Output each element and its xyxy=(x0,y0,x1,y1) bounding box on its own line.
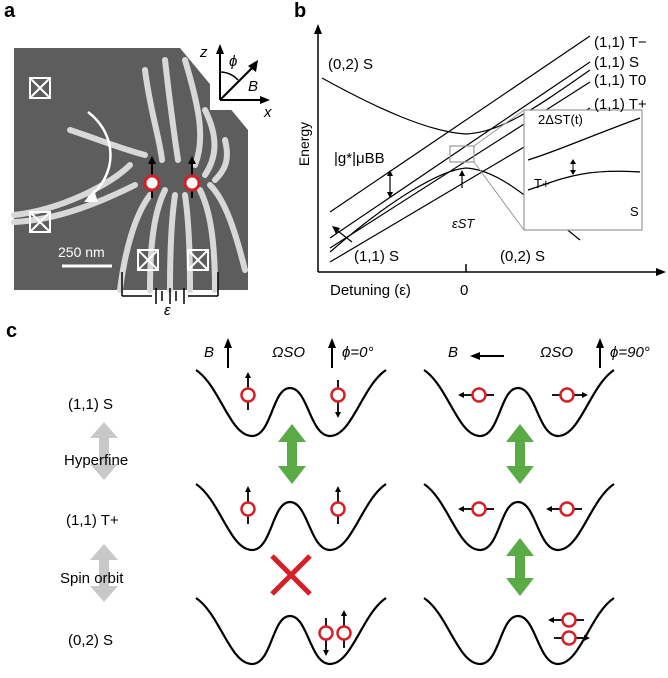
row-label-s11: (1,1) S xyxy=(68,396,114,413)
label-eps-st: εST xyxy=(452,216,475,231)
electron-s11-right xyxy=(458,387,588,403)
row-label-s02: (0,2) S xyxy=(68,632,114,649)
axis-x-label: x xyxy=(264,104,272,121)
panel-c-letter: c xyxy=(6,320,18,342)
axis-phi-label: ϕ xyxy=(229,53,238,70)
panel-b-letter: b xyxy=(294,0,307,22)
axis-z-label: z xyxy=(200,44,208,61)
left-header-omega: ΩSO xyxy=(272,344,306,361)
electron-tplus-left xyxy=(240,486,346,524)
energy-axis-label: Energy xyxy=(296,121,313,167)
bias-epsilon-label: ε xyxy=(164,302,171,319)
electron-tplus-right xyxy=(458,501,582,517)
label-zeeman: |g*|μBB xyxy=(334,150,385,167)
inset-tplus-label: T+ xyxy=(534,176,550,191)
green-transition-arrows xyxy=(278,424,534,596)
label-t0: (1,1) T0 xyxy=(594,72,647,89)
label-s02-bottom: (0,2) S xyxy=(500,248,546,265)
electron-s11-left xyxy=(240,372,346,418)
label-t-plus: (1,1) T+ xyxy=(594,96,647,113)
electron-s02-left xyxy=(318,610,352,656)
inset-s-label: S xyxy=(630,204,639,219)
spin-transitions-diagram xyxy=(90,338,615,666)
coupling-hyperfine: Hyperfine xyxy=(64,452,129,469)
right-header-omega: ΩSO xyxy=(540,344,574,361)
electron-s02-right xyxy=(548,612,590,646)
forbidden-transition-x xyxy=(270,554,312,596)
label-t-minus: (1,1) T− xyxy=(594,34,647,51)
left-header-b: B xyxy=(204,344,215,361)
scale-bar-label: 250 nm xyxy=(58,244,105,260)
label-s11-top: (1,1) S xyxy=(594,54,640,71)
label-s11-bottom: (1,1) S xyxy=(354,248,400,265)
left-header-phi: ϕ=0° xyxy=(342,344,374,361)
axis-b-label: B xyxy=(248,78,259,95)
dot-electrons xyxy=(143,156,201,198)
right-header-b: B xyxy=(448,344,459,361)
detuning-axis-label: Detuning (ε) xyxy=(330,282,411,299)
label-s02-top: (0,2) S xyxy=(328,56,374,73)
sem-image xyxy=(11,40,270,304)
energy-diagram xyxy=(314,24,666,276)
coupling-spin-orbit: Spin orbit xyxy=(60,570,124,587)
inset-gap-label: 2ΔST(t) xyxy=(538,112,583,127)
panel-a-letter: a xyxy=(4,0,16,22)
right-header-phi: ϕ=90° xyxy=(610,344,650,361)
row-label-tplus: (1,1) T+ xyxy=(66,512,119,529)
x-zero-label: 0 xyxy=(460,282,469,299)
